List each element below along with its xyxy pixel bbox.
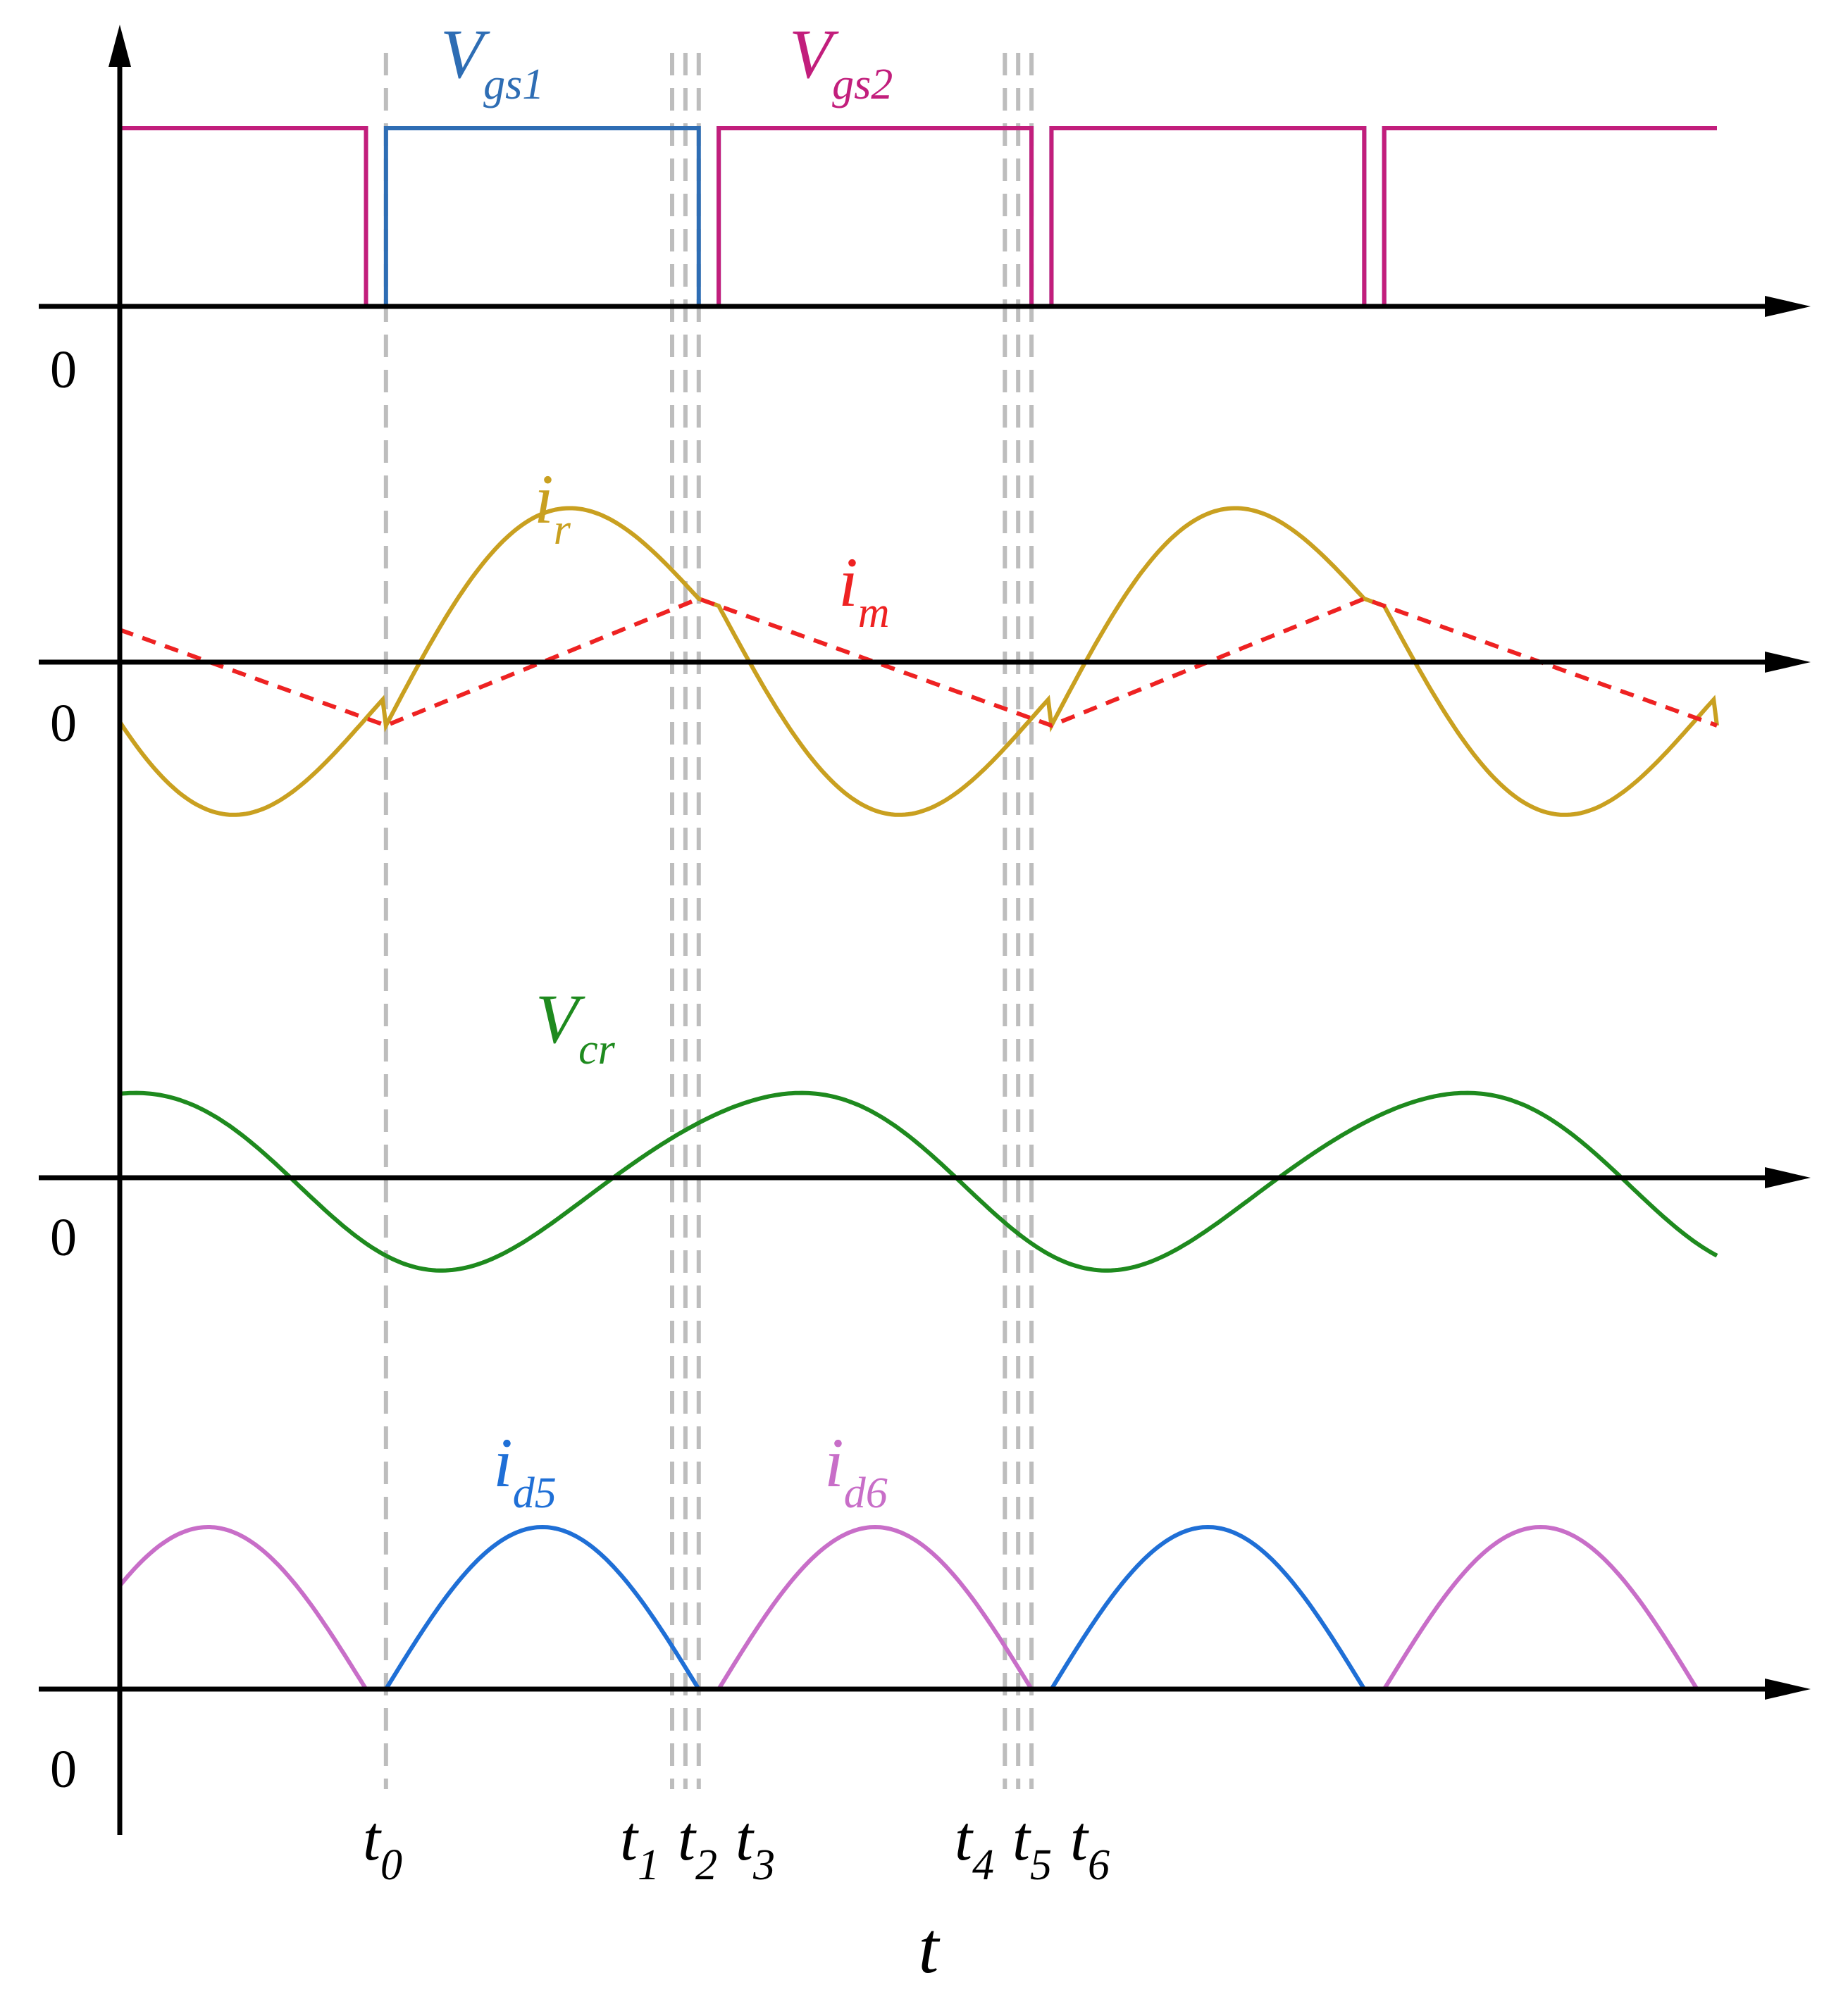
label-id5: id5 (493, 1424, 557, 1517)
zero-label-currents: 0 (50, 694, 77, 753)
zero-label-vcr: 0 (50, 1208, 77, 1267)
time-label-t4: t4 (955, 1804, 994, 1889)
series-im (119, 596, 1718, 728)
x-axis-arrow-vcr (1765, 1167, 1811, 1188)
series-ir (118, 506, 1719, 817)
x-axis-arrow-currents (1765, 652, 1811, 673)
zero-label-diodes: 0 (50, 1740, 77, 1799)
time-marker-guides (383, 53, 1034, 1789)
time-label-t2: t2 (678, 1804, 717, 1889)
label-vcr: Vcr (535, 980, 616, 1073)
time-label-t6: t6 (1070, 1804, 1110, 1889)
time-label-t3: t3 (736, 1804, 775, 1889)
waveform-curves (118, 126, 1719, 1691)
time-label-t1: t1 (620, 1804, 659, 1889)
series-Vcr (119, 1090, 1718, 1273)
label-im: im (838, 543, 890, 637)
label-vgs1: Vgs1 (440, 15, 544, 108)
x-axis-arrow-gate (1765, 296, 1811, 317)
y-axis-arrow (108, 25, 131, 67)
axes (39, 25, 1811, 1835)
series-Vgs2 (120, 126, 1717, 306)
series-id6 (118, 1524, 1699, 1691)
x-axis-label: t (919, 1907, 941, 1988)
label-id6: id6 (824, 1424, 888, 1517)
zero-label-gate: 0 (50, 340, 77, 399)
series-id5 (384, 1524, 1366, 1691)
time-label-t5: t5 (1012, 1804, 1052, 1889)
label-ir: ir (534, 460, 571, 554)
label-vgs2: Vgs2 (789, 15, 893, 108)
time-label-t0: t0 (363, 1804, 402, 1889)
x-axis-arrow-diodes (1765, 1679, 1811, 1700)
